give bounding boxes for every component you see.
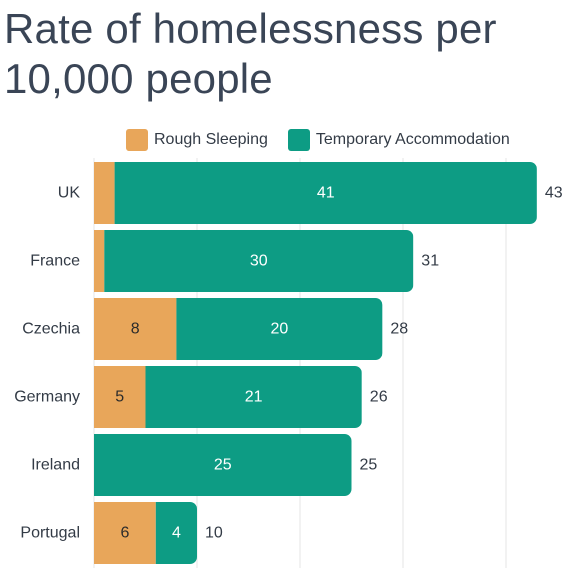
total-label-germany: 26: [370, 389, 388, 406]
bar-portugal-temporary-accommodation: [155, 502, 197, 564]
bar-france-temporary-accommodation: [104, 230, 414, 292]
total-label-portugal: 10: [205, 525, 223, 542]
category-label-portugal: Portugal: [20, 525, 80, 542]
total-label-czechia: 28: [390, 321, 408, 338]
data-label-portugal-rough-sleeping: 6: [120, 525, 129, 542]
bar-czechia-temporary-accommodation: [176, 298, 383, 360]
data-label-ireland-temporary-accommodation: 25: [214, 457, 232, 474]
bar-germany-temporary-accommodation: [145, 366, 362, 428]
data-label-germany-rough-sleeping: 5: [115, 389, 124, 406]
bar-uk-temporary-accommodation: [114, 162, 537, 224]
category-label-france: France: [30, 253, 80, 270]
data-label-portugal-temporary-accommodation: 4: [172, 525, 181, 542]
bar-portugal-rough-sleeping: [94, 502, 156, 564]
total-label-france: 31: [421, 253, 439, 270]
category-label-ireland: Ireland: [31, 457, 80, 474]
data-label-uk-temporary-accommodation: 41: [317, 185, 335, 202]
bar-czechia-rough-sleeping: [94, 298, 177, 360]
category-label-czechia: Czechia: [22, 321, 80, 338]
legend-swatch-rough-sleeping: [126, 129, 148, 151]
legend: Rough Sleeping Temporary Accommodation: [126, 126, 530, 154]
bar-ireland-temporary-accommodation: [94, 434, 352, 496]
legend-item-rough-sleeping[interactable]: Rough Sleeping: [126, 129, 268, 151]
legend-label-rough-sleeping: Rough Sleeping: [154, 131, 268, 148]
chart-title: Rate of homelessness per 10,000 people: [4, 5, 497, 102]
bar-uk-rough-sleeping: [94, 162, 115, 224]
data-label-czechia-rough-sleeping: 8: [131, 321, 140, 338]
data-label-france-temporary-accommodation: 30: [250, 253, 268, 270]
legend-item-temporary-accommodation[interactable]: Temporary Accommodation: [287, 129, 510, 151]
legend-label-temporary-accommodation: Temporary Accommodation: [315, 131, 510, 148]
legend-swatch-temporary-accommodation: [287, 129, 310, 151]
category-label-germany: Germany: [14, 389, 80, 406]
data-label-germany-temporary-accommodation: 21: [245, 389, 263, 406]
category-label-uk: UK: [58, 185, 81, 202]
data-label-czechia-temporary-accommodation: 20: [271, 321, 289, 338]
bar-germany-rough-sleeping: [94, 366, 146, 428]
total-label-ireland: 25: [360, 457, 378, 474]
total-label-uk: 43: [545, 185, 563, 202]
bar-france-rough-sleeping: [94, 230, 105, 292]
